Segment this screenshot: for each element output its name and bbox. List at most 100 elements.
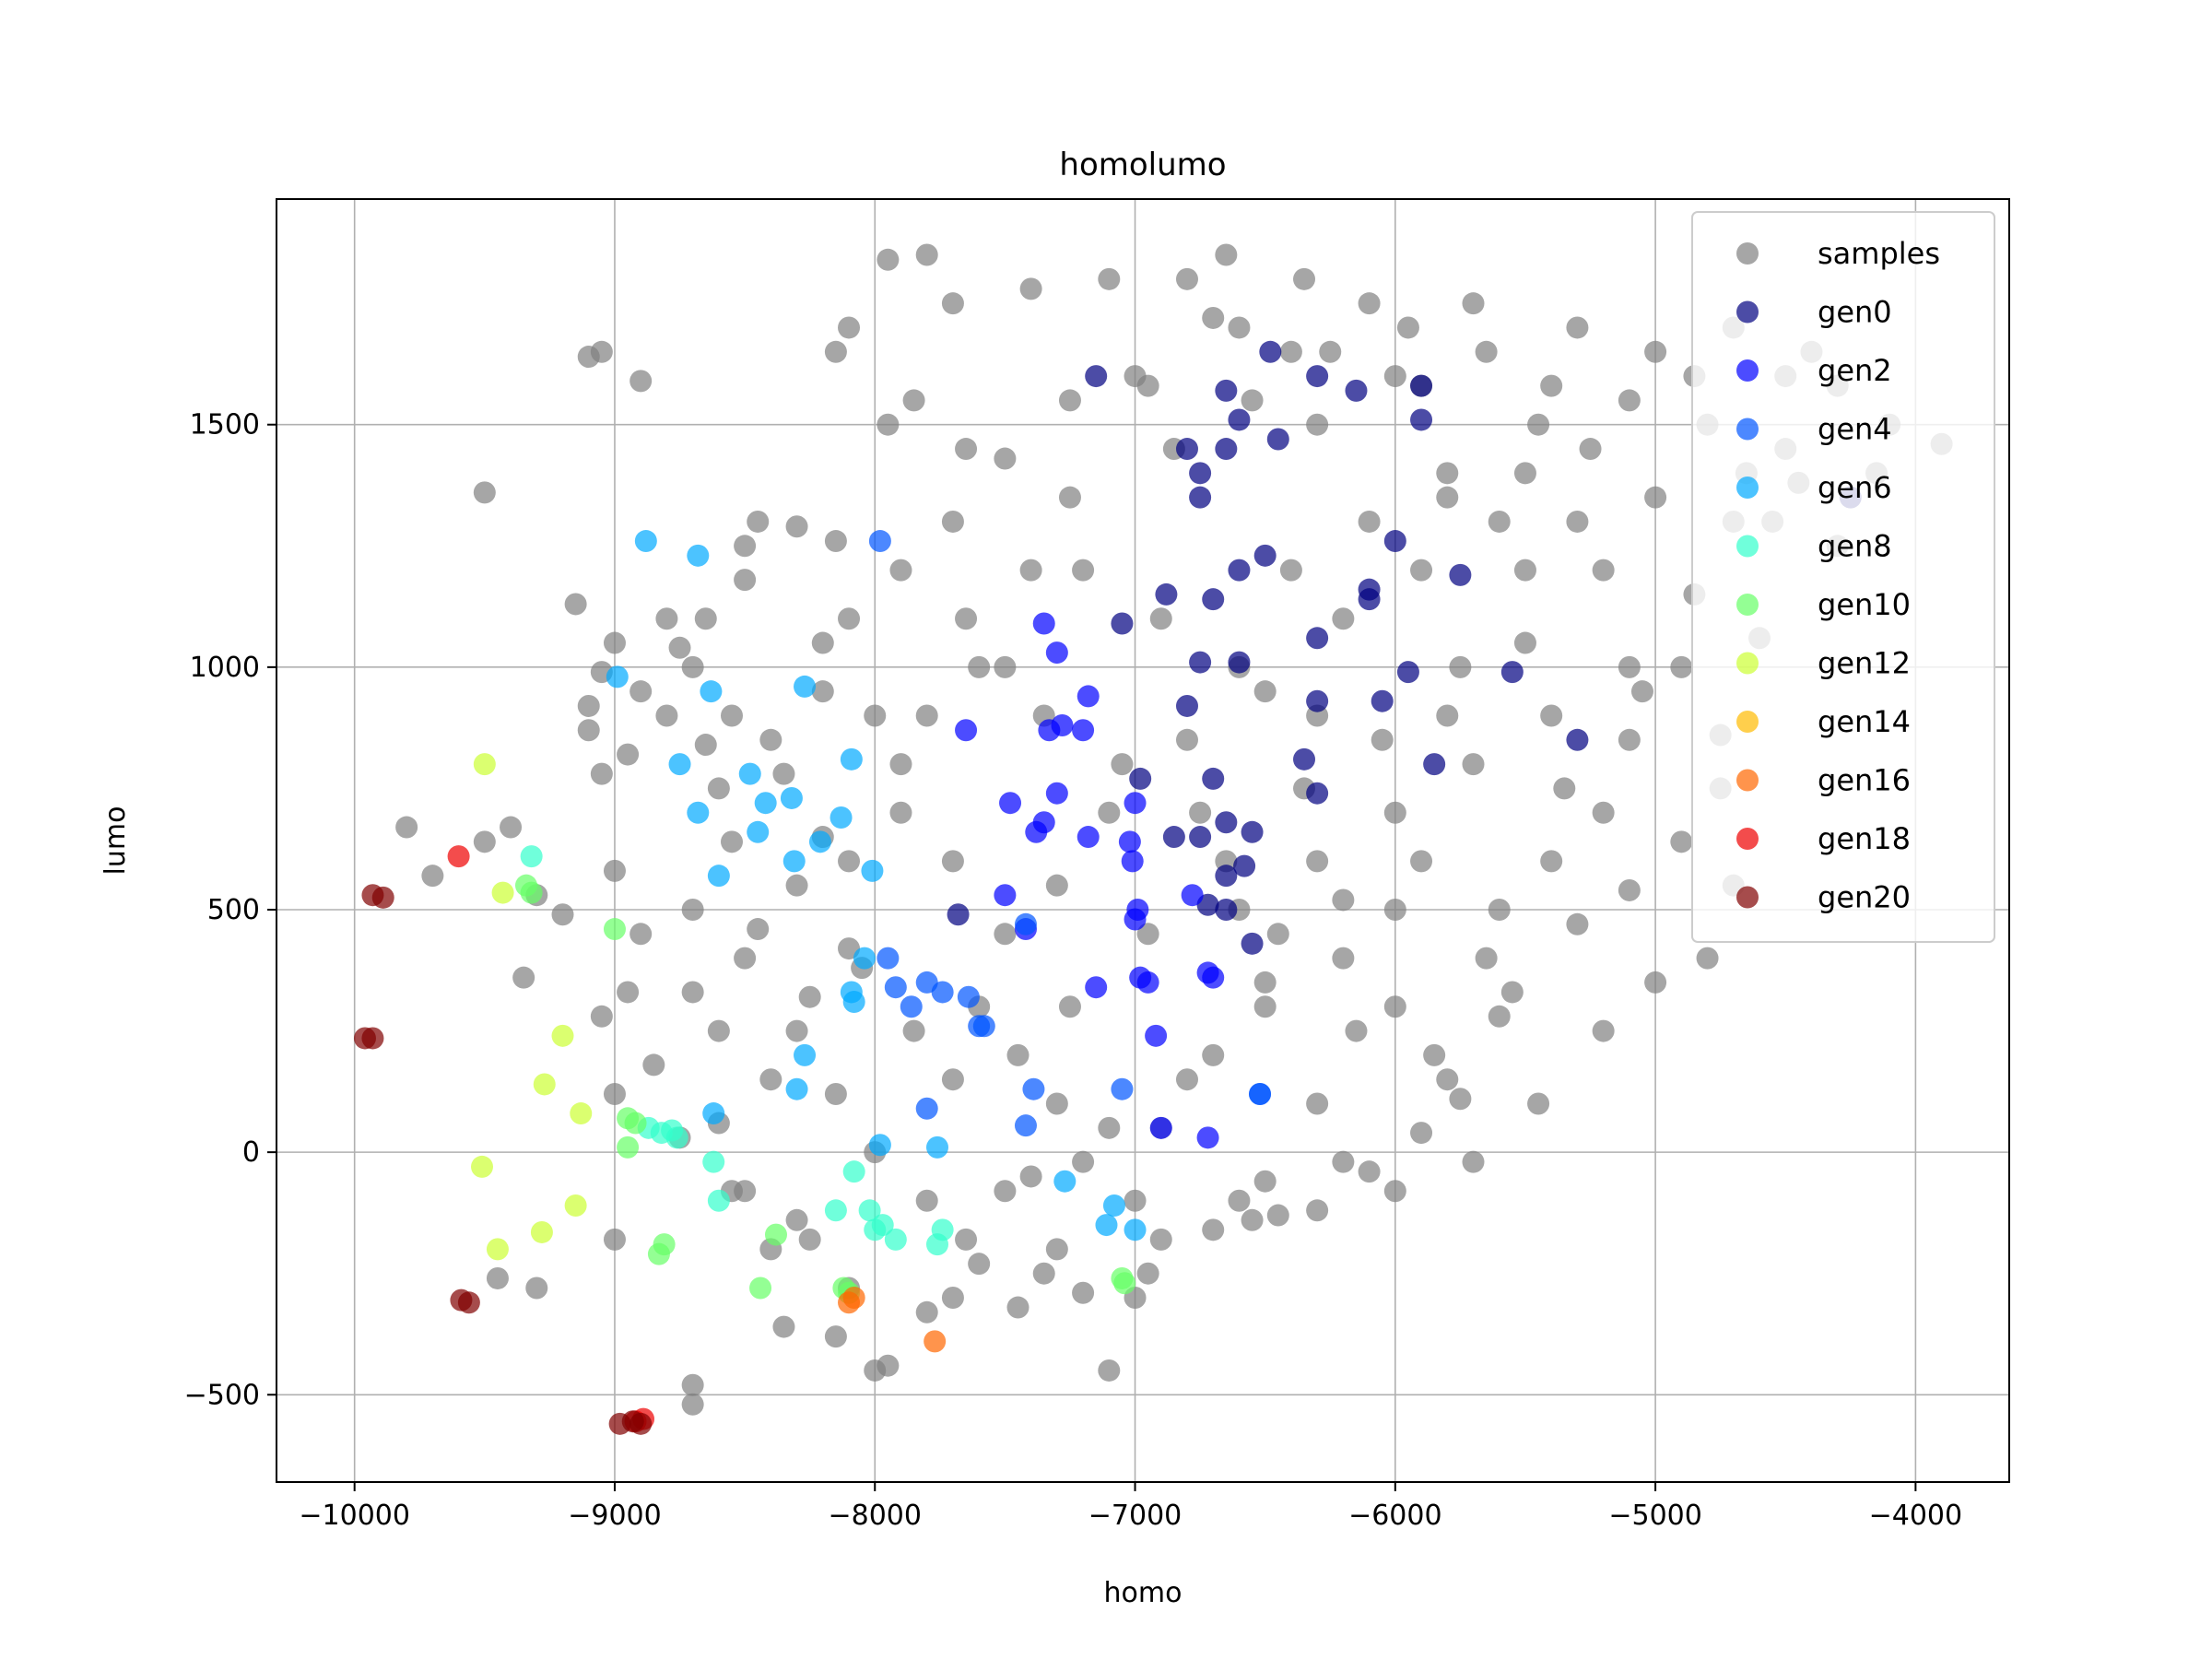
point-samples <box>603 1228 626 1251</box>
point-gen4 <box>868 530 891 553</box>
point-gen0 <box>1228 408 1251 431</box>
point-gen0 <box>1129 767 1152 790</box>
point-samples <box>772 762 795 785</box>
point-gen6 <box>747 820 770 843</box>
point-gen0 <box>1215 865 1238 888</box>
point-samples <box>1553 777 1576 800</box>
plot-frame <box>276 198 2010 1483</box>
point-gen2 <box>1045 641 1068 665</box>
point-samples <box>1006 1296 1030 1319</box>
point-samples <box>1149 607 1172 630</box>
point-samples <box>473 481 496 504</box>
x-tick-label: −6000 <box>1348 1500 1441 1532</box>
point-gen10 <box>749 1277 772 1300</box>
legend-marker-gen4 <box>1736 418 1759 441</box>
point-samples <box>1592 801 1615 824</box>
point-samples <box>1670 655 1693 678</box>
point-samples <box>577 346 600 369</box>
point-gen0 <box>1189 486 1212 509</box>
point-samples <box>1253 971 1277 994</box>
point-samples <box>941 292 964 315</box>
point-gen6 <box>754 792 777 815</box>
point-samples <box>759 728 782 751</box>
point-samples <box>1202 306 1225 329</box>
point-samples <box>577 719 600 742</box>
point-samples <box>1475 947 1498 970</box>
point-gen2 <box>1072 719 1095 742</box>
point-samples <box>955 607 978 630</box>
point-gen4 <box>1249 1082 1272 1105</box>
point-samples <box>1306 1199 1329 1222</box>
point-samples <box>681 1393 704 1416</box>
point-samples <box>1215 243 1238 266</box>
point-samples <box>1319 340 1342 363</box>
point-samples <box>681 1373 704 1396</box>
point-gen18 <box>447 845 470 868</box>
x-tick-label: −7000 <box>1088 1500 1182 1532</box>
point-samples <box>1332 607 1355 630</box>
point-samples <box>1111 753 1134 776</box>
point-samples <box>1592 1019 1615 1042</box>
point-gen6 <box>687 801 710 824</box>
x-axis-label: homo <box>1104 1577 1182 1609</box>
point-samples <box>1306 850 1329 873</box>
legend-marker-gen6 <box>1736 477 1759 499</box>
point-samples <box>824 530 847 553</box>
point-samples <box>1266 923 1289 946</box>
point-gen0 <box>1155 582 1178 606</box>
point-samples <box>1332 1150 1355 1173</box>
point-gen4 <box>1014 912 1037 935</box>
point-samples <box>1383 995 1406 1018</box>
point-gen0 <box>1306 365 1329 388</box>
point-gen0 <box>1266 428 1289 451</box>
point-gen2 <box>955 719 978 742</box>
point-samples <box>902 389 925 412</box>
point-gen6 <box>668 753 691 776</box>
point-gen2 <box>994 884 1017 907</box>
x-tick-label: −10000 <box>299 1500 410 1532</box>
y-tick-label: 1500 <box>190 409 260 441</box>
point-samples <box>1462 1150 1485 1173</box>
point-samples <box>473 830 496 853</box>
point-samples <box>642 1053 665 1077</box>
legend-label-gen20: gen20 <box>1818 880 1911 915</box>
point-gen0 <box>1189 826 1212 849</box>
point-gen2 <box>1025 820 1048 843</box>
point-samples <box>629 680 653 703</box>
point-gen20 <box>371 886 394 909</box>
point-samples <box>785 515 808 538</box>
y-axis-label: lumo <box>100 806 132 876</box>
point-samples <box>1098 801 1121 824</box>
point-gen4 <box>1111 1077 1134 1100</box>
point-gen6 <box>1124 1218 1147 1241</box>
point-gen10 <box>617 1135 640 1159</box>
point-samples <box>968 1253 991 1276</box>
point-samples <box>1136 923 1159 946</box>
point-gen6 <box>842 990 865 1013</box>
point-gen2 <box>1124 792 1147 815</box>
point-gen2 <box>1145 1024 1168 1047</box>
point-gen6 <box>808 830 831 853</box>
point-samples <box>1332 947 1355 970</box>
point-samples <box>1618 389 1641 412</box>
point-gen8 <box>842 1160 865 1183</box>
point-samples <box>915 243 938 266</box>
point-gen12 <box>530 1220 553 1243</box>
point-samples <box>968 655 991 678</box>
point-gen6 <box>868 1134 891 1157</box>
point-gen6 <box>634 530 657 553</box>
legend-label-gen4: gen4 <box>1818 412 1892 447</box>
point-gen10 <box>603 918 626 941</box>
point-samples <box>681 981 704 1004</box>
point-samples <box>824 340 847 363</box>
point-samples <box>1175 267 1198 290</box>
x-tick-label: −4000 <box>1869 1500 1962 1532</box>
point-samples <box>525 1277 548 1300</box>
point-samples <box>564 593 587 616</box>
point-samples <box>1630 680 1653 703</box>
point-samples <box>1266 1204 1289 1227</box>
point-samples <box>1293 267 1316 290</box>
point-samples <box>1513 559 1536 582</box>
y-tick-label: −500 <box>184 1379 260 1411</box>
point-samples <box>1175 1068 1198 1091</box>
